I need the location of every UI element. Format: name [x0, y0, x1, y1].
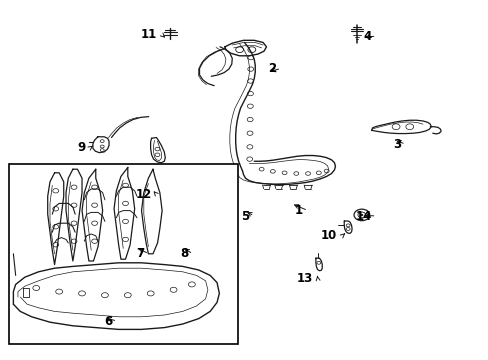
Text: 11: 11 [140, 28, 156, 41]
Text: 4: 4 [363, 30, 371, 42]
Text: 1: 1 [294, 204, 303, 217]
Text: 6: 6 [104, 315, 112, 328]
Text: 5: 5 [241, 210, 249, 222]
Text: 2: 2 [267, 62, 276, 75]
Circle shape [360, 214, 362, 216]
Text: 8: 8 [180, 247, 188, 260]
Text: 3: 3 [392, 138, 400, 150]
Text: 10: 10 [321, 229, 337, 242]
Text: 9: 9 [77, 141, 85, 154]
Text: 12: 12 [135, 188, 151, 201]
Text: 14: 14 [355, 210, 371, 222]
Bar [9, 164, 237, 344]
Text: 13: 13 [296, 273, 312, 285]
Text: 7: 7 [136, 247, 144, 260]
